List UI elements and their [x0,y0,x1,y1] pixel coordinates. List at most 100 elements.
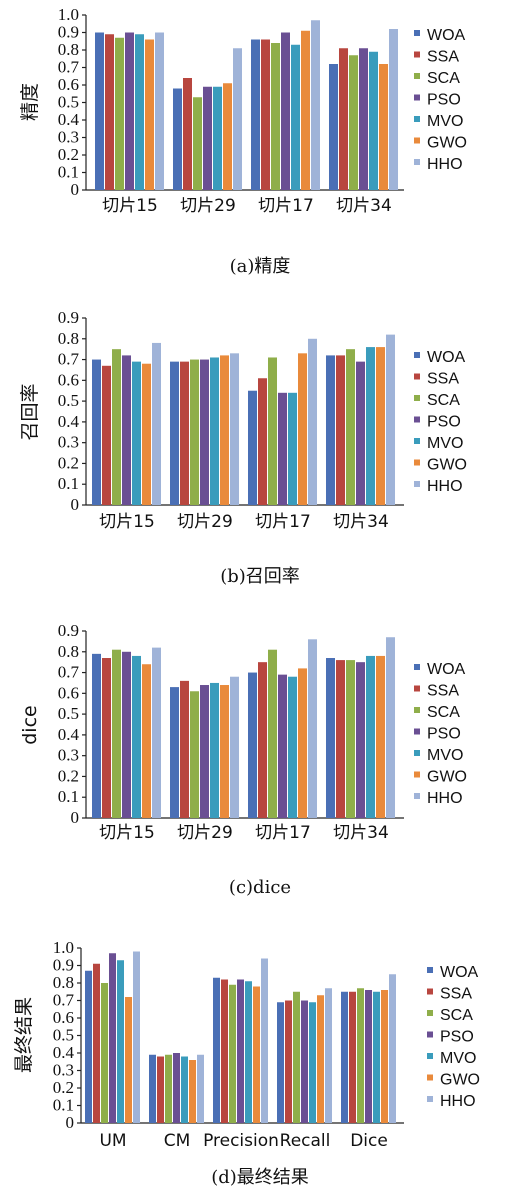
legend-label: GWO [427,457,467,474]
y-tick-label: 0 [71,495,80,514]
x-tick-label: 切片17 [258,196,314,216]
x-tick-label: 切片34 [333,823,389,843]
y-axis-label: 召回率 [19,383,41,440]
x-tick-label: 切片29 [177,823,233,843]
bar-woa [95,32,104,190]
bar-hho [308,338,317,505]
bar-mvo [181,1056,188,1123]
y-tick-label: 0.9 [58,23,79,42]
bar-sca [268,649,277,818]
bar-ssa [258,662,267,818]
bar-mvo [288,392,297,505]
y-axis-label: dice [19,705,41,744]
bar-woa [248,672,257,818]
legend-swatch [427,1096,433,1102]
bar-mvo [245,981,252,1123]
bar-gwo [220,685,229,818]
legend-label: WOA [440,964,479,981]
bar-gwo [142,664,151,818]
y-tick-label: 0.6 [53,1008,74,1027]
y-tick-label: 0.3 [58,433,79,452]
bar-hho [230,353,239,505]
y-tick-label: 0.9 [58,621,79,640]
legend-swatch [414,373,420,380]
bar-gwo [317,995,324,1123]
chart-caption: (a)精度 [230,256,291,277]
bar-sca [193,97,202,190]
bar-gwo [125,997,132,1123]
y-tick-label: 0.8 [58,329,79,348]
x-tick-label: 切片34 [336,196,392,216]
bar-sca [357,988,364,1123]
y-tick-label: 0.9 [58,308,79,327]
legend-label: SSA [440,986,472,1003]
y-tick-label: 0.5 [58,391,79,410]
legend-swatch [427,1074,433,1081]
bar-gwo [142,363,151,505]
bar-hho [197,1054,204,1123]
bar-sca [346,660,355,818]
bar-gwo [381,990,388,1123]
bar-gwo [223,83,232,190]
legend-swatch [427,1010,433,1016]
bar-sca [112,349,121,505]
legend-swatch [414,481,420,487]
bar-sca [101,983,108,1123]
bar-ssa [285,1000,292,1123]
legend-swatch [414,438,420,444]
y-tick-label: 1.0 [53,938,74,957]
bar-woa [329,64,338,190]
bar-sca [349,55,358,190]
bar-ssa [258,378,267,505]
bar-pso [356,662,365,818]
bar-woa [92,653,101,818]
legend-label: PSO [427,92,461,109]
legend-swatch [414,352,420,358]
y-tick-label: 0.1 [58,163,79,182]
bar-sca [190,359,199,505]
legend-label: WOA [427,27,466,44]
bar-sca [115,37,124,190]
bar-pso [278,674,287,818]
x-tick-label: Precision [203,1131,279,1151]
bar-sca [190,691,199,818]
bar-ssa [221,979,228,1123]
legend-label: GWO [440,1072,480,1089]
y-tick-label: 0 [66,1113,75,1132]
bar-hho [155,32,164,190]
bar-sca [271,43,280,190]
y-tick-label: 0.8 [58,642,79,661]
bar-ssa [157,1056,164,1123]
bar-gwo [376,655,385,818]
chart-panel-3: 0 0.1 0.20.3 0.4 0.5 0.60.7 0.8 0.9 dice 切片15 切片29… [19,621,467,898]
y-tick-label: 0.8 [58,40,79,59]
x-tick-label: 切片17 [255,512,311,532]
bar-gwo [301,30,310,190]
bar-hho [325,988,332,1123]
x-tick-label: 切片34 [333,512,389,532]
x-tick-label: 切片29 [180,196,236,216]
bar-sca [165,1054,172,1123]
y-tick-label: 0.1 [58,474,79,493]
bar-hho [230,676,239,818]
legend-swatch [414,707,420,713]
bar-gwo [298,353,307,505]
legend-swatch [414,51,420,58]
y-tick-label: 0.1 [53,1096,74,1115]
x-tick-label: 切片15 [99,512,155,532]
y-tick-label: 0.6 [58,75,79,94]
bar-mvo [309,1002,316,1123]
bar-hho [389,29,398,190]
bar-gwo [145,39,154,190]
legend-label: WOA [427,661,466,678]
bar-pso [200,359,209,505]
y-axis-label: 精度 [19,83,41,121]
legend-label: PSO [440,1029,474,1046]
bar-mvo [213,86,222,190]
bar-mvo [210,357,219,505]
legend-label: HHO [427,156,463,173]
bar-pso [356,361,365,505]
y-tick-label: 0.7 [58,663,80,682]
legend-swatch [414,750,420,756]
